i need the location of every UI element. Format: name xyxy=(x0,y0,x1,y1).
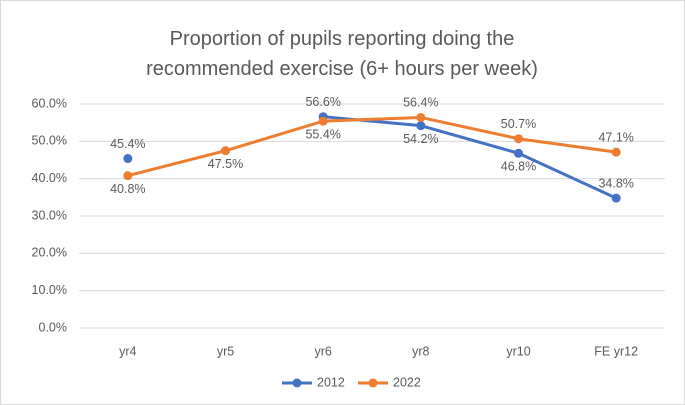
y-tick-label: 60.0% xyxy=(32,96,67,110)
data-point xyxy=(123,171,133,181)
data-point xyxy=(221,146,230,156)
data-point xyxy=(416,121,426,131)
data-label: 34.8% xyxy=(598,176,633,190)
x-tick-label: yr4 xyxy=(119,344,136,358)
data-label: 45.4% xyxy=(110,137,145,151)
x-tick-label: yr8 xyxy=(412,344,429,358)
x-tick-label: FE yr12 xyxy=(594,344,638,358)
y-tick-label: 0.0% xyxy=(39,320,68,334)
data-point xyxy=(318,116,328,126)
data-label: 56.6% xyxy=(305,95,340,109)
data-label: 47.1% xyxy=(598,130,633,144)
data-point xyxy=(416,112,426,122)
data-label: 40.8% xyxy=(110,182,145,196)
legend-label: 2022 xyxy=(393,375,421,389)
legend-label: 2012 xyxy=(317,375,345,389)
series-line xyxy=(323,115,617,200)
y-tick-label: 10.0% xyxy=(32,283,67,297)
y-tick-label: 30.0% xyxy=(32,208,67,222)
data-point xyxy=(514,134,523,144)
data-label: 54.2% xyxy=(403,132,438,146)
y-tick-label: 40.0% xyxy=(32,171,67,185)
data-label: 46.8% xyxy=(501,160,536,174)
data-label: 50.7% xyxy=(501,117,536,131)
x-tick-label: yr5 xyxy=(217,344,234,358)
y-tick-label: 50.0% xyxy=(32,134,67,148)
y-tick-label: 20.0% xyxy=(32,246,67,260)
data-label: 47.5% xyxy=(208,157,243,171)
x-tick-label: yr10 xyxy=(506,344,530,358)
data-point xyxy=(123,154,133,164)
data-point xyxy=(611,193,621,203)
legend-marker xyxy=(368,378,378,388)
series-line xyxy=(127,115,617,178)
legend-marker xyxy=(292,378,302,388)
data-label: 55.4% xyxy=(305,127,340,141)
data-label: 56.4% xyxy=(403,96,438,110)
data-point xyxy=(611,147,621,157)
data-point xyxy=(514,148,523,158)
chart-title: Proportion of pupils reporting doing the… xyxy=(146,28,538,80)
x-tick-label: yr6 xyxy=(314,344,331,358)
